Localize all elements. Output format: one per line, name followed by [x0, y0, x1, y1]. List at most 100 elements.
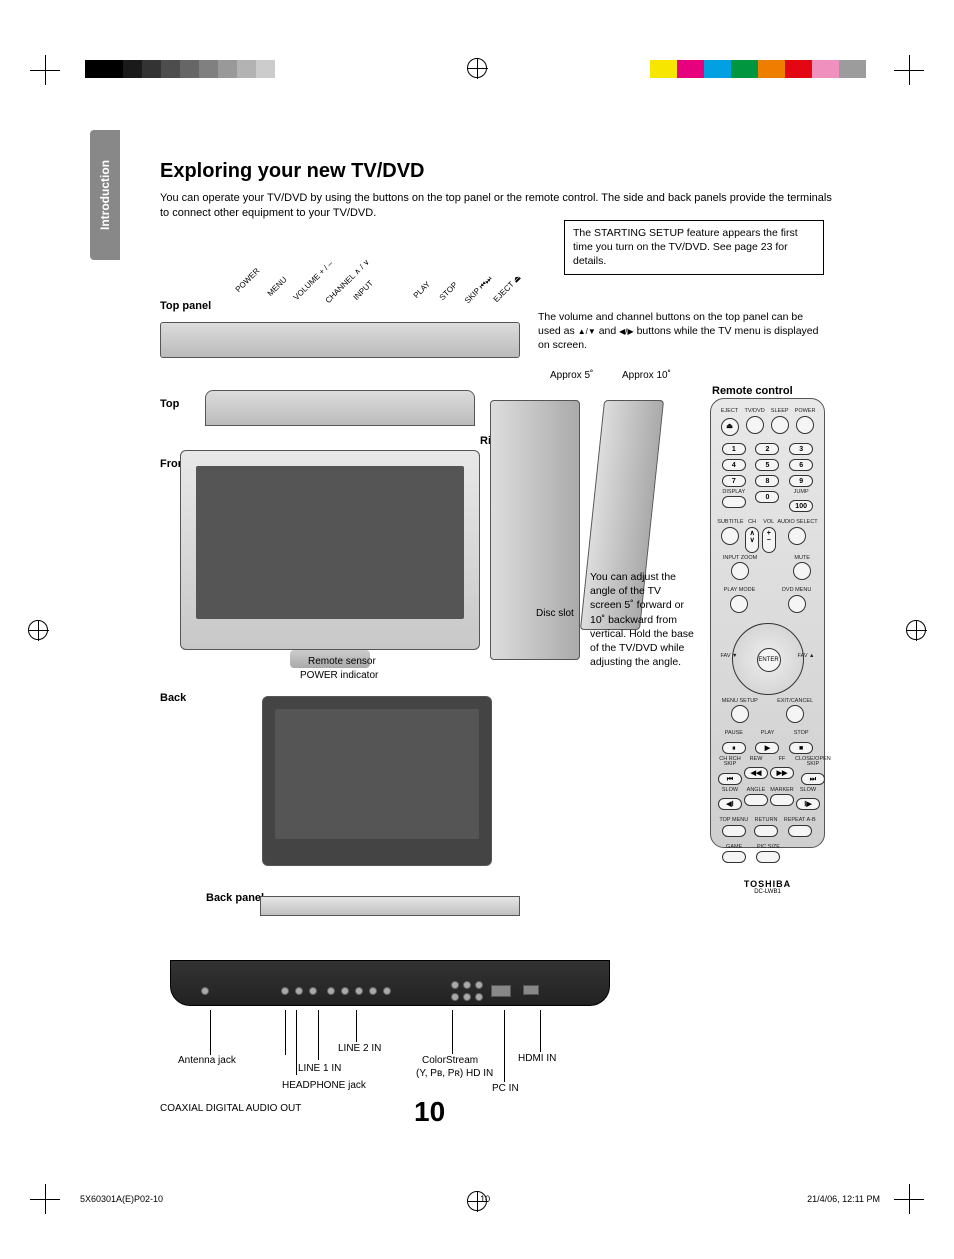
remote-eject-label: EJECT [720, 409, 740, 415]
antenna-jack-label: Antenna jack [178, 1055, 236, 1066]
remote-rew-label: REW [743, 757, 769, 763]
callout-line [504, 1010, 505, 1082]
remote-num-4[interactable]: 4 [722, 459, 746, 471]
remote-return-button[interactable] [754, 825, 778, 837]
btn-power-label: POWER [234, 266, 262, 294]
remote-menusetup-label: MENU SETUP [722, 699, 758, 705]
remote-fav-up-label: FAV ▲ [798, 654, 815, 660]
remote-skipback-label: CH RCH SKIP [717, 757, 743, 768]
tv-back-diagram [262, 696, 492, 866]
remote-audiosel-label: AUDIO SELECT [777, 520, 817, 526]
remote-topmenu-label: TOP MENU [719, 818, 748, 824]
remote-repeat-button[interactable] [788, 825, 812, 837]
remote-angle-button[interactable] [744, 794, 768, 806]
remote-stop-button[interactable]: ■ [789, 742, 813, 754]
and-text: and [599, 325, 619, 337]
remote-sleep-label: SLEEP [770, 409, 790, 415]
remote-dvdmenu-label: DVD MENU [782, 588, 811, 594]
btn-stop-label: STOP [438, 280, 460, 302]
remote-model: DC-LWB1 [717, 889, 818, 895]
remote-mute-label: MUTE [792, 556, 812, 562]
crop-mark [894, 55, 924, 85]
back-panel-strip-diagram [260, 896, 520, 916]
remote-num-6[interactable]: 6 [789, 459, 813, 471]
remote-skipback-button[interactable]: ⏮ [718, 773, 742, 785]
crop-mark [30, 55, 60, 85]
remote-pause-button[interactable]: ⏸ [722, 742, 746, 754]
remote-power-button[interactable] [796, 416, 814, 434]
remote-inputzoom-button[interactable] [731, 562, 749, 580]
tv-front-diagram [180, 450, 480, 650]
colorstream-label-b: (Y, Pʙ, Pʀ) HD IN [416, 1068, 493, 1079]
remote-dvdmenu-button[interactable] [788, 595, 806, 613]
remote-vol-rocker[interactable]: +− [762, 527, 776, 553]
btn-play-label: PLAY [412, 280, 432, 300]
page-number-large: 10 [414, 1096, 445, 1128]
remote-exitcancel-button[interactable] [786, 705, 804, 723]
remote-num-0[interactable]: 0 [755, 491, 779, 503]
remote-ff-button[interactable]: ▶▶ [770, 767, 794, 779]
remote-stop-label: STOP [788, 731, 814, 737]
line1-label: LINE 1 IN [298, 1063, 341, 1074]
angle-fw-label: Approx 5˚ [550, 370, 593, 381]
footer: 5X60301A(E)P02-10 10 21/4/06, 12:11 PM [80, 1194, 880, 1204]
cmyk-bar [650, 60, 870, 78]
remote-play-button[interactable]: ▶ [755, 742, 779, 754]
remote-slow-r-button[interactable]: Ⅰ▶ [796, 798, 820, 810]
remote-slow-r-label: SLOW [795, 788, 821, 794]
remote-playmode-button[interactable] [730, 595, 748, 613]
remote-slow-l-button[interactable]: ◀Ⅰ [718, 798, 742, 810]
remote-num-100[interactable]: 100 [789, 500, 813, 512]
top-label: Top [160, 398, 179, 410]
remote-num-8[interactable]: 8 [755, 475, 779, 487]
top-panel-diagram [160, 322, 520, 358]
remote-tvdvd-button[interactable] [746, 416, 764, 434]
remote-num-7[interactable]: 7 [722, 475, 746, 487]
tv-right-side-diagram [490, 400, 580, 660]
remote-game-button[interactable] [722, 851, 746, 863]
remote-num-9[interactable]: 9 [789, 475, 813, 487]
remote-jump-label: JUMP [788, 490, 814, 496]
callout-line [285, 1010, 286, 1055]
remote-marker-button[interactable] [770, 794, 794, 806]
remote-audiosel-button[interactable] [788, 527, 806, 545]
remote-sensor-label: Remote sensor [308, 656, 376, 667]
top-panel-label: Top panel [160, 300, 211, 312]
remote-subtitle-label: SUBTITLE [717, 520, 743, 526]
remote-play-label: PLAY [754, 731, 780, 737]
remote-num-1[interactable]: 1 [722, 443, 746, 455]
remote-picsize-button[interactable] [756, 851, 780, 863]
remote-power-label: POWER [795, 409, 816, 415]
remote-topmenu-button[interactable] [722, 825, 746, 837]
remote-rew-button[interactable]: ◀◀ [744, 767, 768, 779]
remote-num-2[interactable]: 2 [755, 443, 779, 455]
remote-sleep-button[interactable] [771, 416, 789, 434]
remote-menusetup-button[interactable] [731, 705, 749, 723]
remote-mute-button[interactable] [793, 562, 811, 580]
remote-enter-button[interactable]: ENTER [757, 648, 781, 672]
colorstream-label-a: ColorStream [422, 1055, 478, 1066]
remote-repeat-label: REPEAT A-B [784, 818, 816, 824]
remote-pause-label: PAUSE [721, 731, 747, 737]
remote-diagram: EJECT⏏ TV/DVD SLEEP POWER 1 2 3 4 5 6 7 … [710, 398, 825, 848]
page-title: Exploring your new TV/DVD [160, 160, 840, 183]
remote-game-label: GAME [721, 845, 747, 851]
remote-dpad[interactable]: ENTER FAV ▼ FAV ▲ [732, 623, 804, 695]
remote-ch-label: CH [744, 520, 760, 526]
remote-ch-rocker[interactable]: ∧∨ [745, 527, 759, 553]
disc-slot-label: Disc slot [536, 608, 574, 619]
remote-brand: TOSHIBA [717, 879, 818, 889]
remote-eject-button[interactable]: ⏏ [721, 418, 739, 436]
remote-ff-label: FF [769, 757, 795, 763]
pc-in-label: PC IN [492, 1083, 519, 1094]
remote-subtitle-button[interactable] [721, 527, 739, 545]
remote-skipfwd-button[interactable]: ⏭ [801, 773, 825, 785]
remote-display-button[interactable] [722, 496, 746, 508]
line2-label: LINE 2 IN [338, 1043, 381, 1054]
power-indicator-label: POWER indicator [300, 670, 378, 681]
arrow-up-down-icon: ▲/▼ [578, 327, 596, 336]
remote-num-3[interactable]: 3 [789, 443, 813, 455]
remote-num-5[interactable]: 5 [755, 459, 779, 471]
remote-return-label: RETURN [753, 818, 779, 824]
remote-inputzoom-label: INPUT ZOOM [723, 556, 757, 562]
